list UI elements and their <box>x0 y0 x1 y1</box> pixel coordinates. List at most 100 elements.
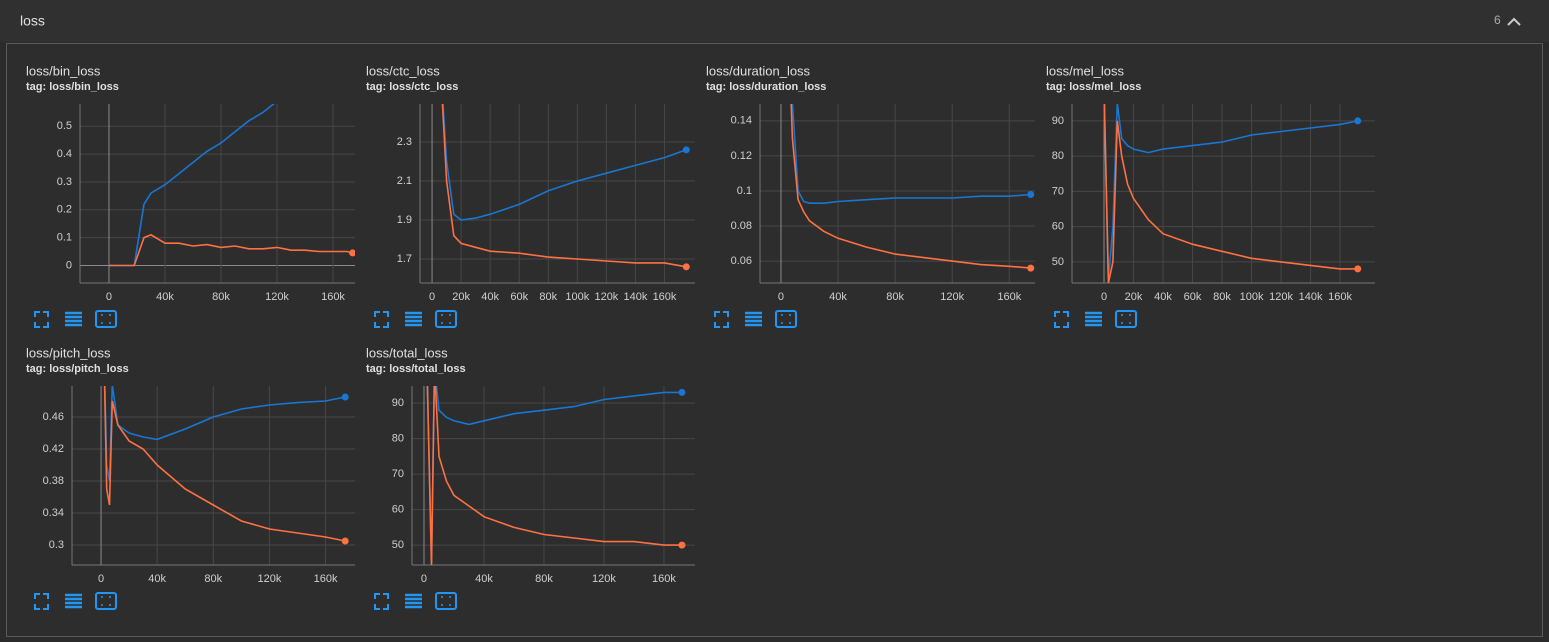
fit-domain-button[interactable] <box>1115 310 1137 328</box>
x-tick-label: 80k <box>535 573 553 585</box>
chart-card: loss/ctc_loss tag: loss/ctc_loss 1.7 1.9 2.1… <box>366 63 695 328</box>
data-table-button[interactable] <box>1085 311 1102 327</box>
series-line <box>790 104 1031 269</box>
fullscreen-button[interactable] <box>374 593 389 610</box>
plot-area <box>441 104 690 271</box>
x-tick-label: 160k <box>1328 291 1352 303</box>
x-tick-label: 140k <box>624 291 648 303</box>
x-tick-label: 100k <box>565 291 589 303</box>
fullscreen-button[interactable] <box>714 311 729 328</box>
series-line <box>109 104 275 267</box>
y-tick-label: 60 <box>1052 221 1064 233</box>
chart-card: loss/mel_loss tag: loss/mel_loss 50 60 70 80 9… <box>1046 63 1375 328</box>
plot-area <box>1103 104 1362 283</box>
y-tick-label: 90 <box>1052 115 1064 127</box>
chart-subtitle: tag: loss/bin_loss <box>26 81 119 93</box>
last-point <box>349 249 355 257</box>
y-tick-label: 0.2 <box>57 204 72 216</box>
chart-card: loss/bin_loss tag: loss/bin_loss 0 0.1 0.2 0.… <box>26 63 355 328</box>
chart-subtitle: tag: loss/duration_loss <box>706 81 826 93</box>
y-tick-label: 0.3 <box>49 539 64 551</box>
chart-subtitle: tag: loss/mel_loss <box>1046 81 1141 93</box>
x-tick-label: 0 <box>421 573 427 585</box>
last-point <box>678 541 686 549</box>
y-tick-label: 90 <box>392 397 404 409</box>
chart-title: loss/duration_loss <box>706 63 811 78</box>
y-tick-label: 70 <box>392 468 404 480</box>
fullscreen-button[interactable] <box>34 593 49 610</box>
last-point <box>682 146 690 154</box>
x-tick-label: 0 <box>98 573 104 585</box>
last-point <box>678 388 686 396</box>
x-tick-label: 120k <box>257 573 281 585</box>
plot-area <box>426 386 686 565</box>
data-table-button[interactable] <box>745 311 762 327</box>
last-point <box>682 263 690 271</box>
x-tick-label: 120k <box>940 291 964 303</box>
x-tick-label: 140k <box>1299 291 1323 303</box>
y-tick-label: 1.7 <box>397 253 412 265</box>
x-tick-label: 120k <box>592 573 616 585</box>
x-tick-label: 40k <box>156 291 174 303</box>
y-tick-label: 0.46 <box>43 411 64 423</box>
plot-area <box>790 104 1035 272</box>
y-tick-label: 60 <box>392 504 404 516</box>
last-point <box>341 537 349 545</box>
section-header[interactable] <box>0 0 1549 42</box>
chart-card: loss/total_loss tag: loss/total_loss 50 60 7… <box>366 345 695 610</box>
fit-domain-button[interactable] <box>775 310 797 328</box>
x-tick-label: 0 <box>106 291 112 303</box>
y-tick-label: 0.1 <box>57 232 72 244</box>
fit-domain-button[interactable] <box>435 592 457 610</box>
chart-card: loss/duration_loss tag: loss/duration_los… <box>706 63 1035 328</box>
fullscreen-button[interactable] <box>374 311 389 328</box>
fullscreen-button[interactable] <box>34 311 49 328</box>
y-tick-label: 0.3 <box>57 176 72 188</box>
chart-title: loss/mel_loss <box>1046 63 1125 78</box>
fit-domain-icon <box>1121 314 1131 324</box>
y-tick-label: 2.1 <box>397 175 412 187</box>
x-tick-label: 120k <box>1269 291 1293 303</box>
series-line <box>109 233 353 267</box>
series-line <box>103 386 346 542</box>
chart-subtitle: tag: loss/pitch_loss <box>26 363 129 375</box>
x-tick-label: 40k <box>1154 291 1172 303</box>
fit-domain-icon <box>101 596 111 606</box>
x-tick-label: 120k <box>265 291 289 303</box>
fit-domain-icon <box>441 314 451 324</box>
chart-title: loss/total_loss <box>366 345 448 360</box>
last-point <box>1027 190 1035 198</box>
data-table-button[interactable] <box>65 311 82 327</box>
fit-domain-button[interactable] <box>95 310 117 328</box>
x-tick-label: 20k <box>1125 291 1143 303</box>
x-tick-label: 160k <box>997 291 1021 303</box>
series-line <box>1103 104 1358 283</box>
x-tick-label: 80k <box>212 291 230 303</box>
series-line <box>441 104 687 268</box>
x-tick-label: 40k <box>148 573 166 585</box>
data-table-button[interactable] <box>65 593 82 609</box>
fit-domain-button[interactable] <box>95 592 117 610</box>
fullscreen-button[interactable] <box>1054 311 1069 328</box>
data-table-button[interactable] <box>405 311 422 327</box>
y-tick-label: 0.34 <box>43 507 64 519</box>
panel <box>6 43 1543 637</box>
y-tick-label: 0.06 <box>731 255 752 267</box>
y-tick-label: 50 <box>392 539 404 551</box>
fit-domain-icon <box>101 314 111 324</box>
x-tick-label: 80k <box>886 291 904 303</box>
data-table-button[interactable] <box>405 593 422 609</box>
y-tick-label: 2.3 <box>397 136 412 148</box>
x-tick-label: 0 <box>1101 291 1107 303</box>
chart-subtitle: tag: loss/ctc_loss <box>366 81 458 93</box>
series-line <box>1103 104 1358 280</box>
y-tick-label: 70 <box>1052 185 1064 197</box>
x-tick-label: 80k <box>1213 291 1231 303</box>
series-line <box>791 104 1031 204</box>
fit-domain-button[interactable] <box>435 310 457 328</box>
x-tick-label: 100k <box>1240 291 1264 303</box>
chart-title: loss/ctc_loss <box>366 63 440 78</box>
last-point <box>1027 264 1035 272</box>
x-tick-label: 160k <box>653 291 677 303</box>
collapse-icon[interactable] <box>1507 17 1521 26</box>
